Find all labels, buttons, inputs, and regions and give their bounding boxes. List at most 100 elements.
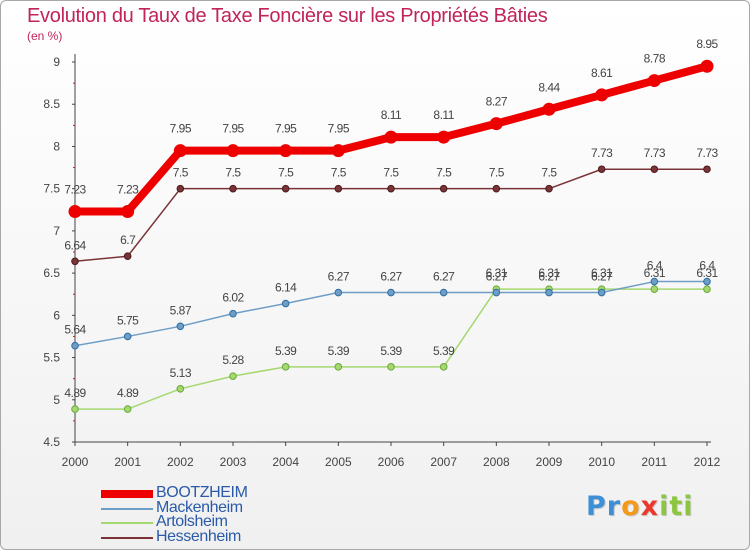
data-point xyxy=(597,288,606,297)
data-point xyxy=(71,405,79,413)
data-point xyxy=(384,130,398,144)
data-point xyxy=(229,309,237,318)
x-tick-label: 2011 xyxy=(641,455,667,469)
proxiti-logo: Proxiti xyxy=(586,491,694,522)
data-label: 5.64 xyxy=(64,323,86,337)
data-point xyxy=(123,252,132,261)
x-tick-label: 2001 xyxy=(114,455,141,469)
data-label: 5.39 xyxy=(433,344,455,358)
x-tick-label: 2005 xyxy=(325,455,352,469)
x-tick-label: 2003 xyxy=(220,455,247,469)
data-label: 5.39 xyxy=(328,344,350,358)
y-tick-label: 5.5 xyxy=(43,351,60,365)
data-label: 6.31 xyxy=(696,266,718,280)
data-label: 8.44 xyxy=(538,80,560,94)
y-tick-label: 9 xyxy=(53,55,60,69)
data-point xyxy=(281,299,290,308)
legend-swatch xyxy=(101,522,153,524)
data-point xyxy=(281,363,290,371)
data-point xyxy=(387,288,395,297)
data-point xyxy=(71,257,79,266)
data-label: 7.23 xyxy=(64,182,86,196)
data-point xyxy=(650,277,659,286)
data-label: 8.78 xyxy=(644,52,666,66)
data-label: 7.5 xyxy=(278,166,294,180)
series-line-hessenheim xyxy=(74,168,707,263)
data-label: 7.5 xyxy=(173,166,189,180)
legend-label: Hessenheim xyxy=(156,527,241,545)
data-label: 5.75 xyxy=(117,313,139,327)
x-tick-label: 2012 xyxy=(694,455,721,469)
x-tick-label: 2000 xyxy=(62,455,89,469)
data-point xyxy=(176,184,185,193)
data-label: 5.13 xyxy=(170,366,192,380)
data-point xyxy=(595,88,609,102)
data-point xyxy=(700,59,714,73)
data-label: 7.95 xyxy=(275,122,297,136)
legend-label: Artolsheim xyxy=(156,513,228,530)
data-label: 7.5 xyxy=(541,166,557,180)
y-tick-label: 6 xyxy=(53,308,60,322)
data-point xyxy=(68,204,82,218)
data-point xyxy=(703,165,711,174)
data-point xyxy=(545,184,553,193)
x-tick-label: 2002 xyxy=(167,455,194,469)
logo-letters: iti xyxy=(659,491,694,522)
data-point xyxy=(387,363,395,371)
data-label: 6.31 xyxy=(644,266,666,280)
x-tick-label: 2004 xyxy=(272,455,299,469)
x-tick-label: 2009 xyxy=(536,455,563,469)
data-point xyxy=(597,165,606,174)
y-tick-label: 6.5 xyxy=(43,266,60,280)
data-label: 6.02 xyxy=(222,291,244,305)
data-point xyxy=(71,341,79,350)
data-label: 5.39 xyxy=(380,344,402,358)
data-point xyxy=(334,288,343,297)
data-label: 8.95 xyxy=(696,37,718,51)
data-label: 8.27 xyxy=(486,95,508,109)
data-label: 4.89 xyxy=(64,386,86,400)
logo-letters: o xyxy=(621,491,641,522)
x-tick-label: 2008 xyxy=(483,455,510,469)
x-tick-label: 2006 xyxy=(378,455,405,469)
legend-swatch xyxy=(101,536,153,539)
data-point xyxy=(123,332,132,341)
data-label: 7.95 xyxy=(222,122,244,136)
data-label: 8.11 xyxy=(381,108,402,122)
data-point xyxy=(173,144,187,158)
data-point xyxy=(439,184,448,193)
data-label: 6.27 xyxy=(380,270,402,284)
data-point xyxy=(492,288,501,297)
y-tick-label: 7 xyxy=(53,224,60,238)
data-label: 7.95 xyxy=(170,122,192,136)
data-label: 6.4 xyxy=(699,259,715,273)
data-label: 6.27 xyxy=(433,270,455,284)
data-label: 6.64 xyxy=(64,238,86,252)
data-label: 8.61 xyxy=(591,66,613,80)
data-point xyxy=(334,363,343,371)
data-point xyxy=(703,277,711,286)
data-label: 6.27 xyxy=(486,270,508,284)
data-label: 6.31 xyxy=(591,266,613,280)
data-label: 5.39 xyxy=(275,344,297,358)
data-label: 6.4 xyxy=(647,259,663,273)
data-label: 8.11 xyxy=(433,108,454,122)
data-point xyxy=(650,165,659,174)
data-label: 7.23 xyxy=(117,182,139,196)
y-tick-label: 8.5 xyxy=(43,97,60,111)
data-label: 5.87 xyxy=(170,303,192,317)
data-point xyxy=(387,184,395,193)
legend-label: BOOTZHEIM xyxy=(156,484,248,501)
data-label: 5.28 xyxy=(222,353,244,367)
x-tick-label: 2010 xyxy=(588,455,615,469)
data-point xyxy=(542,102,556,116)
data-label: 4.89 xyxy=(117,386,139,400)
data-label: 6.27 xyxy=(591,270,613,284)
data-label: 7.5 xyxy=(436,166,452,180)
data-point xyxy=(226,144,240,158)
chart-title: Evolution du Taux de Taxe Foncière sur l… xyxy=(27,5,548,27)
data-label: 6.31 xyxy=(538,266,560,280)
data-point xyxy=(439,363,448,371)
data-point xyxy=(279,144,293,158)
